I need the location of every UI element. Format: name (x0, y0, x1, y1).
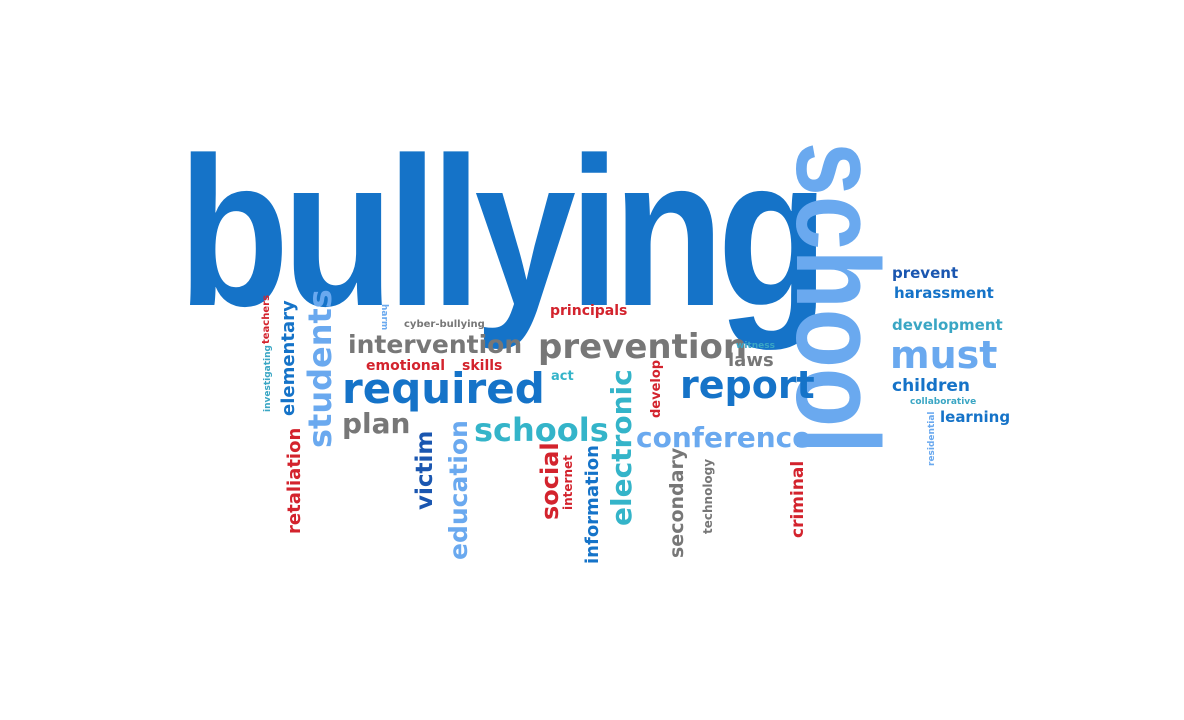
word-witness: witness (736, 341, 775, 351)
word-conference: conference (636, 421, 812, 454)
word-internet: internet (561, 455, 575, 510)
word-development: development (892, 316, 1003, 334)
word-residential: residential (927, 411, 937, 466)
word-bullying: bullying (178, 113, 829, 350)
word-emotional: emotional (366, 358, 446, 374)
word-victim: victim (412, 430, 438, 510)
word-criminal: criminal (788, 460, 808, 538)
word-must: must (890, 333, 998, 377)
word-intervention: intervention (348, 330, 523, 359)
word-students: students (301, 289, 339, 448)
word-information: information (582, 445, 603, 564)
word-technology: technology (701, 458, 715, 534)
word-prevent: prevent (892, 264, 959, 282)
word-laws: laws (728, 350, 774, 371)
word-elementary: elementary (278, 300, 299, 416)
word-education: education (444, 420, 473, 560)
word-skills: skills (462, 358, 503, 374)
word-teachers: teachers (261, 294, 272, 344)
word-cyber-bullying: cyber-bullying (404, 319, 485, 330)
word-required: required (342, 364, 545, 413)
word-school: school (771, 142, 903, 454)
word-develop: develop (649, 359, 664, 418)
word-collaborative: collaborative (910, 397, 977, 407)
word-children: children (892, 376, 971, 396)
word-prevention: prevention (538, 327, 748, 367)
word-act: act (551, 369, 574, 384)
word-principals: principals (550, 303, 628, 319)
word-learning: learning (940, 408, 1011, 426)
word-schools: schools (474, 411, 609, 449)
word-electronic: electronic (605, 369, 638, 526)
word-plan: plan (342, 407, 411, 440)
word-report: report (680, 363, 815, 407)
word-retaliation: retaliation (284, 427, 305, 534)
word-secondary: secondary (666, 447, 688, 558)
word-investigating: investigating (263, 345, 273, 412)
word-harassment: harassment (894, 284, 994, 302)
word-harm: harm (379, 304, 389, 331)
word-social: social (536, 442, 564, 520)
